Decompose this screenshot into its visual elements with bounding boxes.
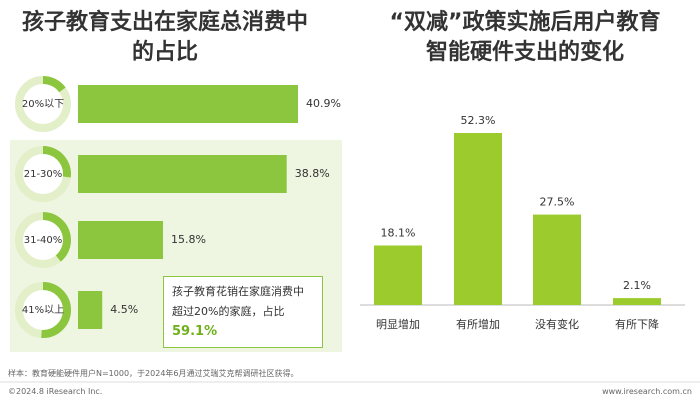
footnote: 样本：教育硬能硬件用户N=1000，于2024年6月通过艾瑞艾克帮调研社区获得。 xyxy=(8,369,299,378)
value-label: 52.3% xyxy=(461,114,496,127)
value-label: 15.8% xyxy=(171,233,206,246)
bar xyxy=(613,298,661,305)
value-label: 4.5% xyxy=(110,303,138,316)
category-label: 31-40% xyxy=(24,235,63,246)
category-label: 20%以下 xyxy=(22,99,64,110)
category-label: 41%以上 xyxy=(22,304,64,316)
website: www.iresearch.com.cn xyxy=(602,387,692,396)
x-tick-label: 有所下降 xyxy=(615,317,659,331)
x-tick-label: 没有变化 xyxy=(535,317,579,331)
value-label: 2.1% xyxy=(623,279,651,292)
bar xyxy=(78,291,103,329)
bar xyxy=(374,245,422,305)
left-title: 孩子教育支出在家庭总消费中的占比 xyxy=(21,10,308,65)
bar xyxy=(78,221,163,259)
bar xyxy=(533,214,581,305)
annotation-text: 孩子教育花销在家庭消费中超过20%的家庭，占比 xyxy=(172,285,304,318)
bar xyxy=(78,85,298,123)
x-tick-label: 明显增加 xyxy=(376,317,420,331)
donut-arc xyxy=(42,76,66,93)
annotation: 孩子教育花销在家庭消费中超过20%的家庭，占比 59.1% xyxy=(163,276,323,348)
value-label: 38.8% xyxy=(295,167,330,180)
right-title: “双减”政策实施后用户教育智能硬件支出的变化 xyxy=(389,10,661,65)
donut-arc xyxy=(42,212,71,262)
value-label: 27.5% xyxy=(540,196,575,209)
value-label: 40.9% xyxy=(306,97,341,110)
donut-arc xyxy=(41,282,71,338)
bar xyxy=(454,133,502,305)
donut-arc xyxy=(42,146,71,178)
value-label: 18.1% xyxy=(381,226,416,239)
bar xyxy=(78,155,287,193)
copyright: ©2024.8 iResearch Inc. xyxy=(8,387,103,396)
x-tick-label: 有所增加 xyxy=(456,317,500,331)
annotation-highlight: 59.1% xyxy=(172,324,218,339)
category-label: 21-30% xyxy=(24,169,63,180)
